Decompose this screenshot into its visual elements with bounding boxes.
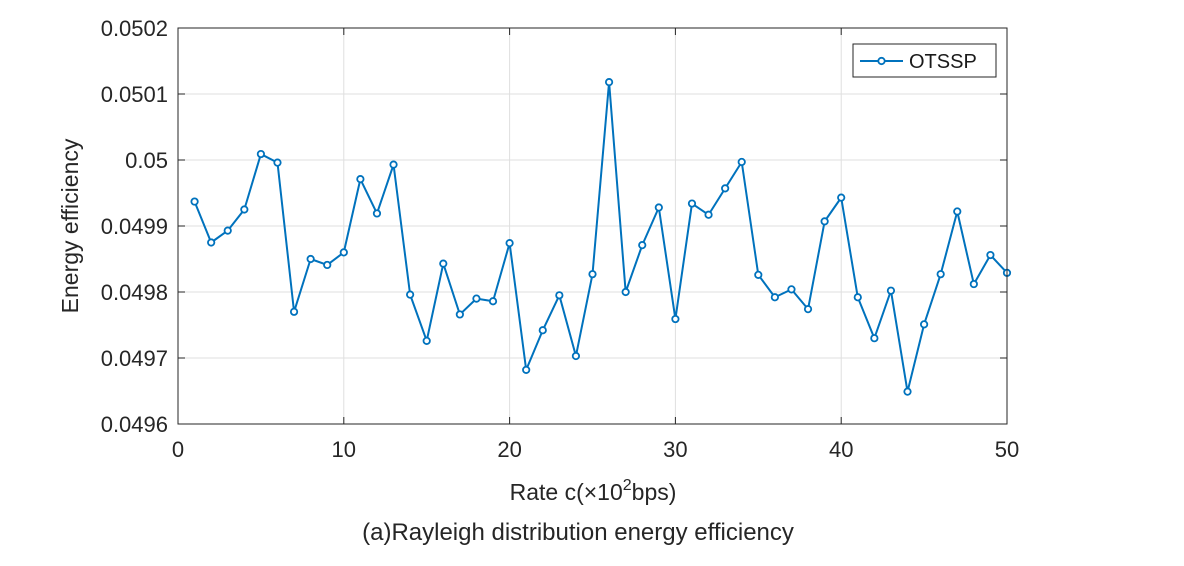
x-tick-labels: 0 10 20 30 40 50 (172, 437, 1019, 462)
data-point (439, 259, 448, 268)
y-tick-labels: 0.0496 0.0497 0.0498 0.0499 0.05 0.0501 0.0502 (101, 16, 168, 437)
data-point (522, 365, 531, 374)
y-tick-label: 0.0499 (101, 214, 168, 239)
data-point (737, 157, 746, 167)
data-point (853, 293, 862, 302)
data-point (969, 279, 978, 289)
data-point (621, 287, 630, 297)
chart-caption: (a)Rayleigh distribution energy efficien… (362, 519, 794, 546)
y-tick-label: 0.0502 (101, 16, 168, 41)
data-point (323, 260, 332, 270)
data-point (339, 248, 348, 257)
data-point (837, 193, 846, 202)
data-point (356, 175, 365, 184)
data-point (455, 310, 464, 319)
data-point (488, 297, 498, 306)
data-point (754, 270, 763, 279)
data-point (389, 160, 398, 169)
data-point (687, 199, 697, 208)
x-axis-label-suffix: bps) (632, 479, 677, 505)
x-tick-label: 50 (995, 437, 1019, 462)
data-point (588, 270, 597, 279)
data-point (886, 286, 896, 295)
data-point (820, 217, 829, 226)
data-point (638, 241, 647, 250)
y-tick-label: 0.05 (125, 148, 168, 173)
data-point (240, 205, 249, 214)
x-tick-label: 30 (663, 437, 687, 462)
data-point (505, 239, 514, 248)
data-point (654, 203, 663, 212)
legend-label-otssp: OTSSP (909, 51, 977, 73)
data-point (422, 336, 431, 345)
tick-marks (177, 27, 1008, 425)
y-axis-label: Energy efficiency (57, 138, 83, 313)
data-point (256, 149, 265, 159)
y-tick-label: 0.0498 (101, 280, 168, 305)
data-point (223, 226, 232, 235)
legend: OTSSP (852, 43, 997, 78)
data-point (372, 209, 382, 218)
data-point (953, 207, 962, 216)
data-point (919, 320, 929, 329)
data-point (787, 285, 796, 294)
data-point (986, 250, 995, 260)
data-point (472, 294, 481, 303)
data-point (870, 334, 879, 343)
data-point (770, 293, 779, 302)
x-axis-label: Rate c(×102bps) (510, 477, 677, 505)
data-point (406, 290, 415, 299)
data-point (306, 254, 315, 264)
x-tick-label: 20 (497, 437, 521, 462)
data-point (538, 326, 547, 335)
data-point (704, 210, 713, 219)
x-tick-label: 0 (172, 437, 184, 462)
data-point (571, 351, 581, 361)
data-point (207, 238, 216, 247)
y-tick-label: 0.0501 (101, 82, 168, 107)
data-point (604, 78, 614, 87)
data-point (273, 158, 282, 167)
grid-lines (178, 28, 1007, 424)
x-axis-label-superscript: 2 (623, 477, 632, 494)
y-tick-label: 0.0496 (101, 412, 168, 437)
data-point (936, 270, 945, 279)
x-tick-label: 10 (332, 437, 356, 462)
data-point (803, 305, 813, 314)
data-point (190, 197, 199, 206)
x-axis-label-prefix: Rate c(×10 (510, 479, 623, 505)
series-group (190, 78, 1012, 396)
data-point (671, 314, 680, 324)
data-point (721, 184, 730, 193)
data-point (289, 307, 299, 316)
y-tick-label: 0.0497 (101, 346, 168, 371)
x-tick-label: 40 (829, 437, 853, 462)
data-point (903, 387, 912, 396)
legend-marker-otssp (877, 56, 886, 66)
data-point (555, 291, 564, 300)
